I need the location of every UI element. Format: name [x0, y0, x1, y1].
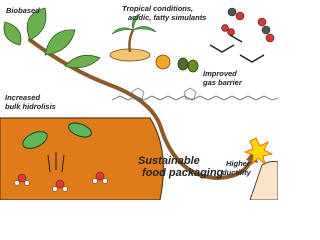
orange	[155, 54, 171, 70]
label-line: Sustainable	[138, 155, 200, 167]
label-line: Tropical conditions,	[122, 4, 193, 13]
palm-trunk	[128, 29, 135, 53]
water-molecules	[14, 171, 108, 192]
label: Sustainable food packaging	[138, 155, 224, 179]
label-line: ductility	[222, 168, 252, 177]
label: Tropical conditions, acidic, fatty simul…	[122, 4, 206, 22]
label: Biobased	[6, 6, 40, 15]
label-line: Increased	[5, 93, 40, 102]
barrier	[209, 34, 265, 63]
olive	[187, 59, 199, 73]
leaves	[3, 7, 101, 69]
polymer-chain	[111, 95, 278, 101]
hand	[249, 161, 278, 200]
label-line: food packaging	[142, 167, 224, 179]
label-line: Improved	[203, 69, 237, 78]
label-line: bulk hidrolisis	[5, 102, 56, 111]
palm-leaves	[111, 13, 157, 35]
label: Improved gas barrier	[202, 69, 243, 87]
label-line: acidic, fatty simulants	[128, 13, 206, 22]
label-line: gas barrier	[202, 78, 243, 87]
hydrolysis-marks	[47, 152, 65, 173]
label: Increased bulk hidrolisis	[5, 93, 56, 111]
label-line: Biobased	[6, 6, 40, 15]
label-line: Higher	[226, 159, 251, 168]
olive	[177, 57, 189, 71]
burst	[243, 137, 274, 166]
bacteria	[22, 122, 92, 149]
label: Higher ductility	[222, 159, 252, 177]
process-arrow	[28, 38, 254, 181]
polymer-rings	[131, 87, 197, 100]
gas-molecules	[221, 7, 275, 43]
graphical-abstract: Biobased Tropical conditions, acidic, fa…	[0, 4, 278, 200]
